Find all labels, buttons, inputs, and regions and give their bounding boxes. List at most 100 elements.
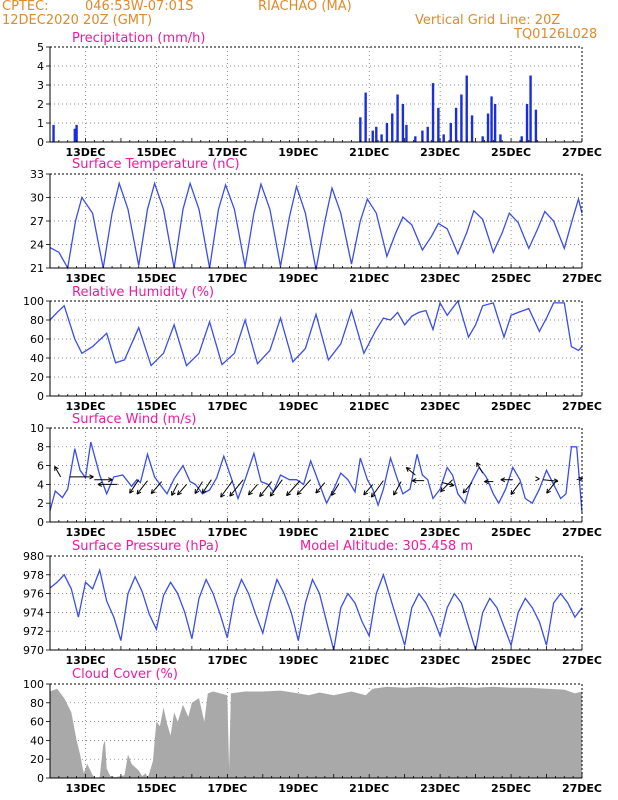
panel-title: Precipitation (mm/h) xyxy=(72,31,205,46)
x-tick-label: 23DEC xyxy=(420,400,460,413)
wind-arrow-head xyxy=(296,490,302,496)
y-tick-label: 8 xyxy=(37,441,44,454)
wind-arrow xyxy=(546,479,558,494)
x-tick-label: 17DEC xyxy=(207,654,247,667)
wind-arrow-head xyxy=(363,490,369,496)
wind-arrow xyxy=(54,466,62,478)
wind-arrow-head xyxy=(476,462,481,468)
wind-arrow xyxy=(296,479,312,496)
wind-arrow xyxy=(229,479,244,497)
x-tick-label: 15DEC xyxy=(136,400,176,413)
x-tick-label: 17DEC xyxy=(207,400,247,413)
wind-arrow-head xyxy=(286,491,291,497)
x-tick-label: 21DEC xyxy=(349,782,389,795)
precip-bar xyxy=(375,126,378,142)
series-line xyxy=(49,299,583,367)
precip-bar xyxy=(449,123,452,142)
x-tick-label: 19DEC xyxy=(278,654,318,667)
y-tick-label: 2 xyxy=(37,497,44,510)
precip-bar xyxy=(405,124,408,142)
wind-arrow xyxy=(405,467,416,476)
y-tick-label: 27 xyxy=(30,215,44,228)
x-tick-label: 19DEC xyxy=(278,272,318,285)
x-tick-label: 21DEC xyxy=(349,272,389,285)
panel-temp: 21 24 27 30 33 13DEC 15DEC 17DEC 19DEC 21DEC 23DEC… xyxy=(30,157,602,285)
wind-arrow-head xyxy=(171,490,176,496)
x-tick-label: 17DEC xyxy=(207,272,247,285)
header-grid-note: Vertical Grid Line: 20Z xyxy=(415,13,561,28)
wind-arrow xyxy=(315,482,326,494)
x-tick-label: 21DEC xyxy=(349,400,389,413)
wind-arrow-head xyxy=(220,492,225,498)
wind-arrow-head xyxy=(259,492,264,498)
y-tick-label: 30 xyxy=(30,192,44,205)
x-tick-label: 25DEC xyxy=(491,272,531,285)
panel-title: Relative Humidity (%) xyxy=(72,285,214,300)
y-tick-label: 10 xyxy=(30,422,44,435)
precip-bar xyxy=(364,92,367,142)
x-tick-label: 25DEC xyxy=(491,146,531,159)
precip-bar xyxy=(437,107,440,142)
wind-arrow-head xyxy=(535,476,540,482)
precip-bar xyxy=(486,113,490,142)
panel-humidity: 0 20 40 60 80 100 13DEC 15DEC 17DEC 19DEC 21DEC 23D… xyxy=(23,285,602,413)
y-tick-label: 0 xyxy=(37,136,44,149)
x-tick-label: 13DEC xyxy=(65,782,105,795)
wind-arrow xyxy=(220,480,234,498)
x-tick-label: 13DEC xyxy=(65,654,105,667)
precip-bar xyxy=(391,113,394,142)
wind-arrow xyxy=(542,479,559,482)
wind-arrow xyxy=(194,481,203,494)
wind-arrow xyxy=(269,479,283,497)
x-tick-label: 13DEC xyxy=(65,272,105,285)
series-line xyxy=(49,567,583,651)
precip-bar xyxy=(493,104,497,142)
wind-arrow xyxy=(129,479,140,494)
y-tick-label: 0 xyxy=(37,390,44,403)
precip-bar xyxy=(396,94,399,142)
wind-arrow-head xyxy=(500,477,506,483)
panel-subtitle: Model Altitude: 305.458 m xyxy=(300,539,473,554)
wind-arrow-head xyxy=(150,489,156,495)
panel-precip: 0 1 2 3 4 5 13DEC 15DEC 17DEC 19DEC 21DEC 23DEC 25DE… xyxy=(37,31,602,159)
x-tick-label: 19DEC xyxy=(278,146,318,159)
y-tick-label: 978 xyxy=(23,569,44,582)
wind-arrow-head xyxy=(411,478,417,484)
precip-bar xyxy=(359,117,362,142)
precip-bar xyxy=(520,136,523,142)
x-tick-label: 17DEC xyxy=(207,146,247,159)
wind-arrow xyxy=(177,484,187,496)
wind-arrow xyxy=(331,483,340,496)
x-tick-label: 27DEC xyxy=(562,526,602,539)
y-tick-label: 1 xyxy=(37,117,44,130)
wind-arrow-head xyxy=(449,482,455,488)
x-tick-label: 15DEC xyxy=(136,526,176,539)
wind-arrow xyxy=(462,482,473,494)
y-tick-label: 20 xyxy=(30,753,44,766)
panel-title: Cloud Cover (%) xyxy=(72,667,178,682)
y-tick-label: 4 xyxy=(37,60,44,73)
x-tick-label: 23DEC xyxy=(420,654,460,667)
x-tick-label: 19DEC xyxy=(278,782,318,795)
y-tick-label: 0 xyxy=(37,516,44,529)
wind-arrow-head xyxy=(315,488,321,494)
precip-bar xyxy=(401,104,405,142)
y-tick-label: 4 xyxy=(37,478,44,491)
x-tick-label: 13DEC xyxy=(65,526,105,539)
wind-arrow-head xyxy=(97,481,103,487)
x-tick-label: 19DEC xyxy=(278,526,318,539)
y-tick-label: 100 xyxy=(23,295,44,308)
wind-arrow xyxy=(393,481,402,496)
precip-bar xyxy=(454,107,458,142)
precip-bar xyxy=(385,123,389,142)
x-tick-label: 15DEC xyxy=(136,272,176,285)
wind-arrow-head xyxy=(331,490,336,496)
x-tick-label: 13DEC xyxy=(65,146,105,159)
y-tick-label: 20 xyxy=(30,371,44,384)
precip-bar xyxy=(529,75,532,142)
panel-title: Surface Temperature (nC) xyxy=(72,157,240,172)
wind-arrow-head xyxy=(370,492,376,498)
precip-bar xyxy=(431,83,435,142)
wind-arrow xyxy=(510,482,521,495)
